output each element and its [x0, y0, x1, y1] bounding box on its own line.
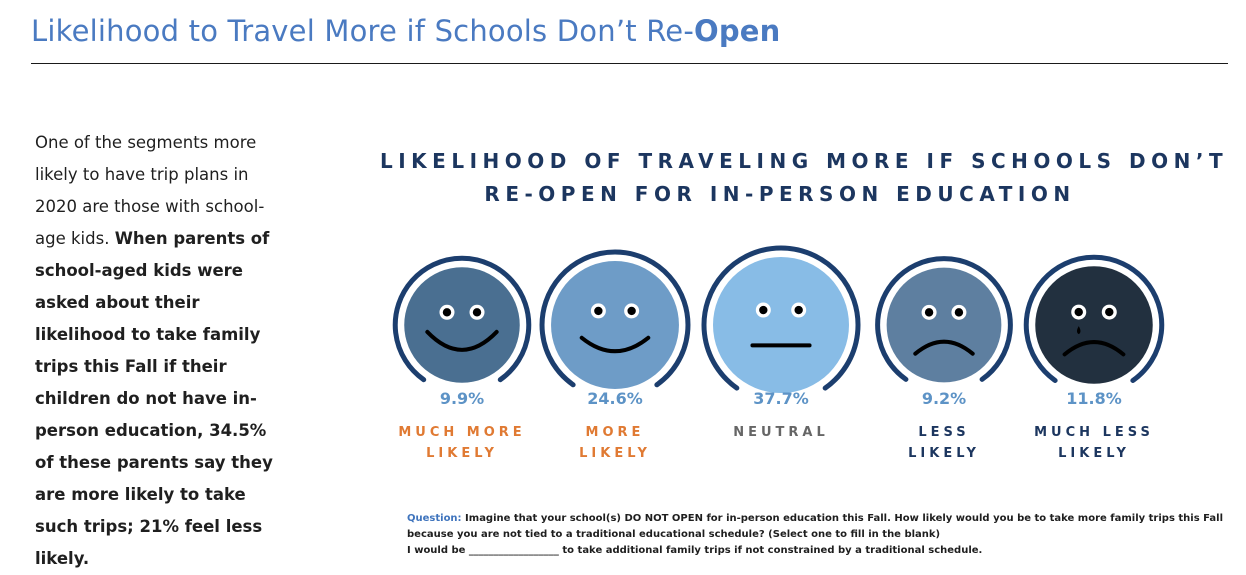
- category-label: LIKELY: [908, 446, 980, 461]
- eye-pupil: [594, 306, 603, 316]
- face-frown-tear-icon: [1035, 266, 1153, 384]
- mouth-smile: [579, 335, 651, 354]
- face-group-2: 24.6% MORE LIKELY: [539, 249, 691, 461]
- value-label: 37.7%: [753, 389, 809, 408]
- face-ring: [1023, 254, 1165, 383]
- question-fill-line: I would be __________________ to take ad…: [407, 545, 983, 556]
- tear-icon: [1076, 326, 1081, 335]
- page-title-regular: Likelihood to Travel More if Schools Don…: [31, 14, 694, 48]
- survey-question: Question: Imagine that your school(s) DO…: [407, 511, 1227, 559]
- face-group-4: 9.2% LESS LIKELY: [875, 256, 1013, 461]
- eye-pupil: [472, 308, 482, 317]
- value-label: 24.6%: [587, 389, 643, 408]
- eye-pupil: [1105, 307, 1114, 317]
- page-title-bold: Open: [694, 14, 781, 48]
- chart-title-line-1: LIKELIHOOD OF TRAVELING MORE IF SCHOOLS …: [380, 149, 1229, 173]
- face-chart: 9.9% MUCH MORE LIKELY 24.6% MORE LIKELY 37.7% N…: [392, 245, 1165, 461]
- face-group-5: 11.8% MUCH LESS LIKELY: [1023, 254, 1165, 461]
- mouth-frown: [1062, 340, 1126, 357]
- eye-pupil: [1074, 307, 1083, 317]
- category-label: MUCH MORE: [398, 425, 525, 440]
- face-ring: [539, 249, 691, 388]
- summary-text: One of the segments more likely to have …: [35, 127, 290, 575]
- face-ring: [392, 255, 532, 383]
- face-group-3: 37.7% NEUTRAL: [701, 245, 861, 440]
- question-text: Imagine that your school(s) DO NOT OPEN …: [407, 513, 1223, 540]
- value-label: 11.8%: [1066, 389, 1122, 408]
- mouth-smile: [425, 329, 499, 352]
- summary-emphasis: When parents of school-aged kids were as…: [35, 229, 273, 568]
- category-label: LIKELY: [579, 446, 651, 461]
- mouth-frown: [913, 339, 975, 356]
- question-label: Question:: [407, 513, 462, 524]
- chart-title: LIKELIHOOD OF TRAVELING MORE IF SCHOOLS …: [380, 145, 1229, 211]
- page-title: Likelihood to Travel More if Schools Don…: [31, 14, 781, 48]
- face-group-1: 9.9% MUCH MORE LIKELY: [392, 255, 532, 461]
- summary-intro: One of the segments more likely to have …: [35, 133, 265, 248]
- face-smile-icon: [551, 261, 679, 389]
- face-neutral-icon: [713, 257, 849, 393]
- eye-pupil: [924, 308, 934, 317]
- eye-pupil: [759, 305, 768, 315]
- face-frown-icon: [886, 267, 1002, 383]
- category-label: MUCH LESS: [1034, 425, 1154, 440]
- eye-pupil: [954, 308, 964, 317]
- chart-title-line-2: RE-OPEN FOR IN-PERSON EDUCATION: [484, 182, 1076, 206]
- face-ring: [701, 245, 861, 391]
- category-label: LIKELY: [1058, 446, 1130, 461]
- title-divider: [31, 63, 1228, 64]
- category-label: LIKELY: [426, 446, 498, 461]
- face-big-smile-icon: [404, 267, 520, 383]
- eye-pupil: [442, 308, 452, 317]
- value-label: 9.9%: [440, 389, 484, 408]
- category-label: NEUTRAL: [733, 425, 829, 440]
- category-label: LESS: [918, 425, 969, 440]
- value-label: 9.2%: [922, 389, 966, 408]
- eye-pupil: [627, 306, 636, 316]
- eye-pupil: [794, 305, 803, 315]
- face-ring: [875, 256, 1013, 382]
- category-label: MORE: [586, 425, 645, 440]
